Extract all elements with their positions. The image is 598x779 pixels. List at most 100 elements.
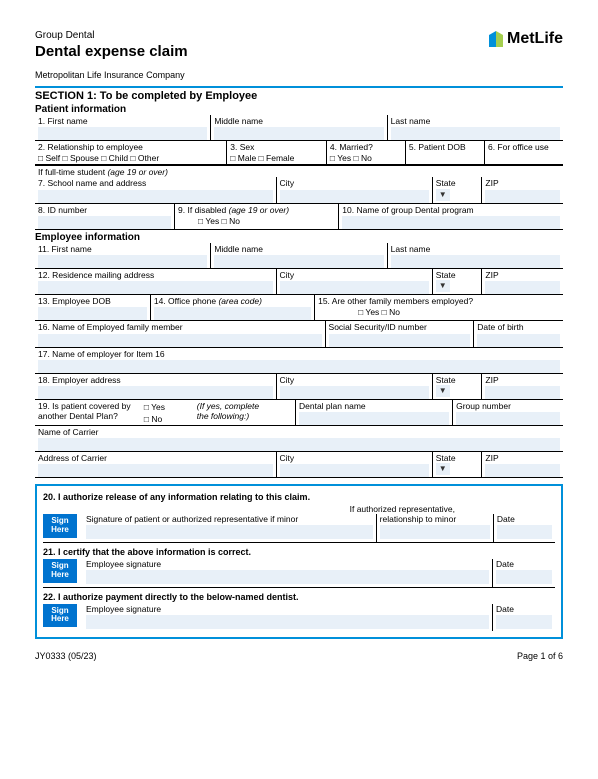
input-emiddle[interactable] (214, 255, 383, 268)
input-middle[interactable] (214, 127, 383, 140)
input-efirst[interactable] (38, 255, 207, 268)
label-school: 7. School name and address (38, 178, 273, 188)
label-elast: Last name (391, 244, 560, 254)
input-elast[interactable] (391, 255, 560, 268)
input-last[interactable] (391, 127, 560, 140)
input-empsig22[interactable] (86, 615, 489, 629)
label-middle: Middle name (214, 116, 383, 126)
divider (35, 86, 563, 88)
input-city1[interactable] (280, 190, 429, 203)
label-city2: City (280, 270, 429, 280)
opts-married[interactable]: □ Yes □ No (330, 152, 402, 164)
row-8: 8. ID number 9. If disabled (age 19 or o… (35, 204, 563, 230)
input-residence[interactable] (38, 281, 273, 294)
label-date22: Date (496, 604, 552, 614)
rep-note: If authorized representative, (43, 504, 555, 514)
input-carrier[interactable] (38, 438, 560, 451)
input-patientsig[interactable] (86, 525, 373, 539)
label-married: 4. Married? (330, 142, 402, 152)
company-name: Metropolitan Life Insurance Company (35, 70, 563, 80)
row-18: 18. Employer address City State ▼ ZIP (35, 374, 563, 400)
sign-here-21: Sign Here (43, 559, 77, 583)
q20: 20. I authorize release of any informati… (43, 492, 555, 502)
input-fammember[interactable] (38, 334, 322, 347)
dropdown-state2[interactable]: ▼ (436, 280, 450, 292)
row-12: 12. Residence mailing address City State… (35, 269, 563, 295)
label-carrieraddr: Address of Carrier (38, 453, 273, 463)
label-last: Last name (391, 116, 560, 126)
row-2: 2. Relationship to employee □ Self □ Spo… (35, 141, 563, 165)
label-zip2: ZIP (485, 270, 560, 280)
page-title: Dental expense claim (35, 43, 188, 60)
label-state4: State (436, 453, 479, 463)
row-17: 17. Name of employer for Item 16 (35, 348, 563, 374)
opt-19yes[interactable]: □ Yes (144, 401, 197, 413)
input-planname[interactable] (299, 412, 449, 425)
input-zip4[interactable] (485, 464, 560, 477)
input-reprel[interactable] (380, 525, 490, 539)
input-city2[interactable] (280, 281, 429, 294)
opts-sex[interactable]: □ Male □ Female (230, 152, 323, 164)
input-city4[interactable] (280, 464, 429, 477)
input-phone[interactable] (154, 307, 311, 320)
label-employer16: 17. Name of employer for Item 16 (38, 349, 560, 359)
input-ssn[interactable] (329, 334, 471, 347)
label-date21: Date (496, 559, 552, 569)
row-carrier-name: Name of Carrier (35, 426, 563, 452)
sig-row-22: Sign Here Employee signature Date (43, 604, 555, 632)
input-employer16[interactable] (38, 360, 560, 373)
hint-19b: the following:) (197, 411, 292, 421)
label-dob: 5. Patient DOB (409, 142, 481, 152)
input-date20[interactable] (497, 525, 552, 539)
group-label: Group Dental (35, 30, 188, 41)
dropdown-state4[interactable]: ▼ (436, 463, 450, 475)
label-city3: City (280, 375, 429, 385)
input-empsig21[interactable] (86, 570, 489, 584)
input-id[interactable] (38, 216, 171, 229)
input-carrieraddr[interactable] (38, 464, 273, 477)
label-efirst: 11. First name (38, 244, 207, 254)
sig-row-20: Sign Here Signature of patient or author… (43, 514, 555, 543)
input-date21[interactable] (496, 570, 552, 584)
input-groupnum[interactable] (456, 412, 560, 425)
signature-box: 20. I authorize release of any informati… (35, 484, 563, 639)
sign-here-22: Sign Here (43, 604, 77, 628)
opts-relationship[interactable]: □ Self □ Spouse □ Child □ Other (38, 152, 223, 164)
label-zip1: ZIP (485, 178, 560, 188)
row-11: 11. First name Middle name Last name (35, 243, 563, 269)
input-dob2[interactable] (477, 334, 560, 347)
input-zip1[interactable] (485, 190, 560, 203)
dropdown-state1[interactable]: ▼ (436, 189, 450, 201)
input-program[interactable] (342, 216, 560, 229)
label-sex: 3. Sex (230, 142, 323, 152)
input-empaddr[interactable] (38, 386, 273, 399)
dropdown-state3[interactable]: ▼ (436, 385, 450, 397)
brand-text: MetLife (507, 30, 563, 48)
label-emiddle: Middle name (214, 244, 383, 254)
label-19a: 19. Is patient covered by (38, 401, 144, 411)
label-city4: City (280, 453, 429, 463)
label-program: 10. Name of group Dental program (342, 205, 560, 215)
input-school[interactable] (38, 190, 273, 203)
q22: 22. I authorize payment directly to the … (43, 592, 555, 602)
label-empdob: 13. Employee DOB (38, 296, 147, 306)
input-zip2[interactable] (485, 281, 560, 294)
input-date22[interactable] (496, 615, 552, 629)
label-state1: State (436, 178, 479, 188)
label-fammember: 16. Name of Employed family member (38, 322, 322, 332)
opts-other-emp[interactable]: □ Yes □ No (318, 306, 560, 318)
input-zip3[interactable] (485, 386, 560, 399)
input-firstname[interactable] (38, 127, 207, 140)
opts-disabled[interactable]: □ Yes □ No (178, 215, 335, 227)
label-other-emp: 15. Are other family members employed? (318, 296, 560, 306)
student-note: If full-time student (age 19 or over) (35, 165, 563, 177)
q21: 21. I certify that the above information… (43, 547, 555, 557)
input-city3[interactable] (280, 386, 429, 399)
opt-19no[interactable]: □ No (144, 413, 197, 425)
label-id: 8. ID number (38, 205, 171, 215)
label-state3: State (436, 375, 479, 385)
label-phone: 14. Office phone (area code) (154, 296, 311, 306)
input-empdob[interactable] (38, 307, 147, 320)
row-16: 16. Name of Employed family member Socia… (35, 321, 563, 347)
label-ssn: Social Security/ID number (329, 322, 471, 332)
